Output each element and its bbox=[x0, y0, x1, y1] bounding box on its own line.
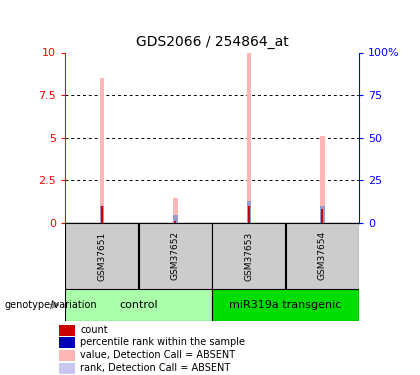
Bar bbox=[65, 289, 212, 321]
Bar bbox=[320, 206, 325, 223]
Text: miR319a transgenic: miR319a transgenic bbox=[229, 300, 342, 310]
Bar bbox=[58, 337, 75, 348]
Text: count: count bbox=[80, 326, 108, 335]
Bar bbox=[212, 289, 359, 321]
Text: GSM37651: GSM37651 bbox=[97, 231, 106, 280]
Text: GSM37654: GSM37654 bbox=[318, 231, 327, 280]
Bar bbox=[100, 78, 104, 223]
Text: rank, Detection Call = ABSENT: rank, Detection Call = ABSENT bbox=[80, 363, 231, 374]
Bar bbox=[65, 223, 139, 289]
Bar bbox=[173, 198, 178, 223]
Bar bbox=[286, 223, 359, 289]
Bar bbox=[174, 221, 176, 223]
Text: control: control bbox=[119, 300, 158, 310]
Bar bbox=[212, 223, 286, 289]
Bar bbox=[248, 206, 250, 223]
Text: value, Detection Call = ABSENT: value, Detection Call = ABSENT bbox=[80, 350, 236, 360]
Text: GSM37653: GSM37653 bbox=[244, 231, 253, 280]
Bar bbox=[247, 53, 251, 223]
Bar bbox=[139, 223, 212, 289]
Bar bbox=[58, 325, 75, 336]
Text: GSM37652: GSM37652 bbox=[171, 231, 180, 280]
Title: GDS2066 / 254864_at: GDS2066 / 254864_at bbox=[136, 35, 289, 49]
Bar bbox=[58, 363, 75, 374]
Bar bbox=[247, 201, 251, 223]
Bar bbox=[320, 136, 325, 223]
Text: genotype/variation: genotype/variation bbox=[4, 300, 97, 310]
Bar bbox=[58, 350, 75, 361]
Bar bbox=[173, 216, 178, 223]
Bar bbox=[101, 206, 103, 223]
Text: percentile rank within the sample: percentile rank within the sample bbox=[80, 338, 245, 347]
Bar bbox=[100, 206, 104, 223]
Bar bbox=[321, 209, 323, 223]
